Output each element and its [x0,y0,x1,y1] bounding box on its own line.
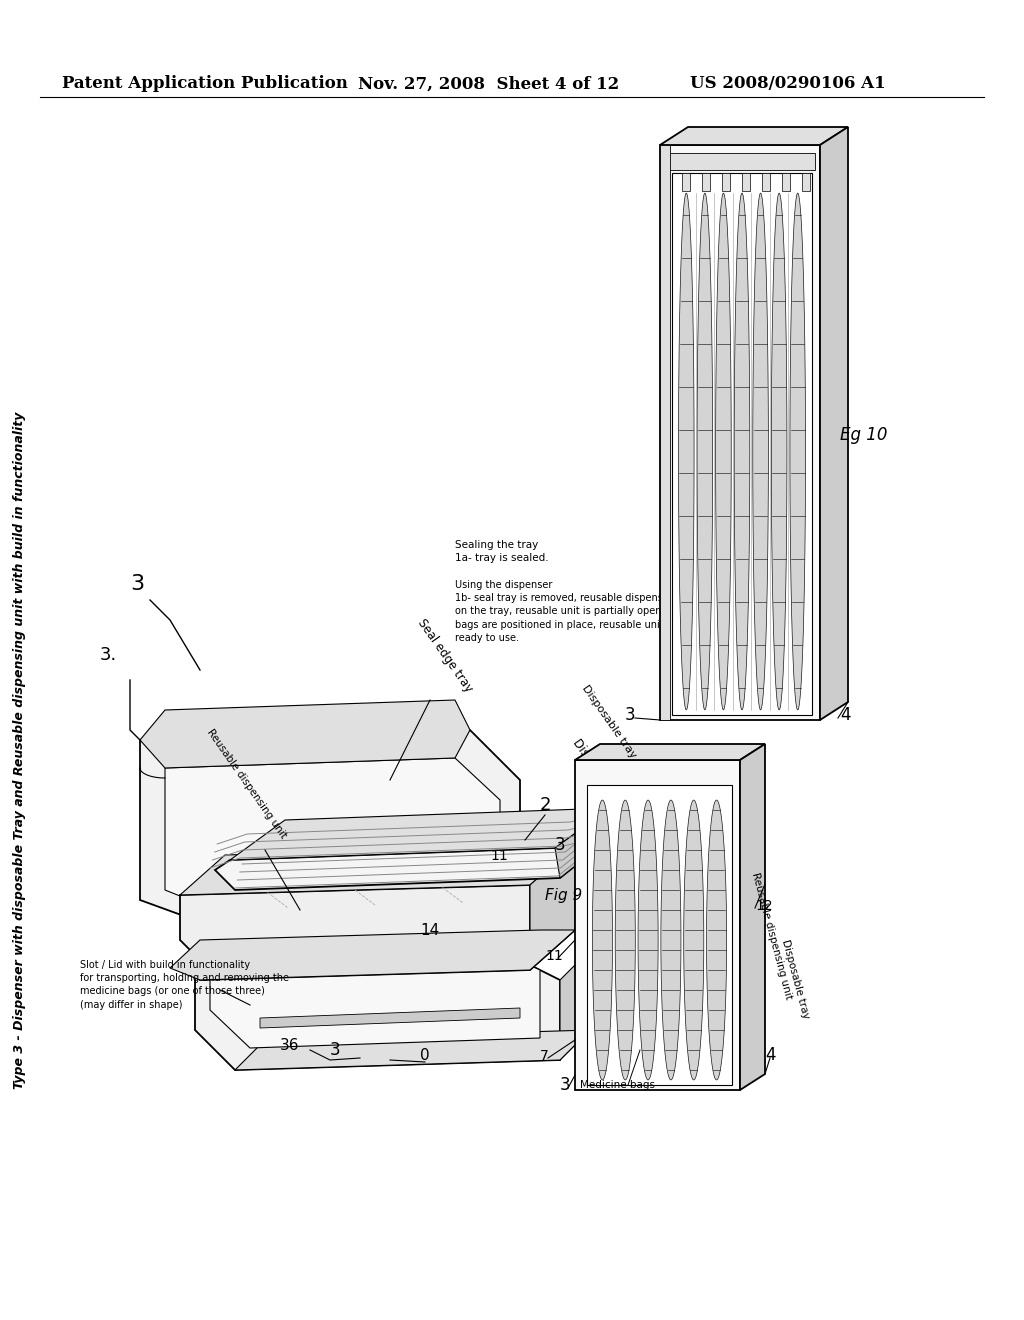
Text: US 2008/0290106 A1: US 2008/0290106 A1 [690,75,886,92]
Polygon shape [165,758,540,1048]
Text: Slot / Lid with build in functionality
for transporting, holding and removing th: Slot / Lid with build in functionality f… [80,960,289,1010]
Text: Sealing the tray
1a- tray is sealed.: Sealing the tray 1a- tray is sealed. [455,540,549,564]
Text: Type 3 - Dispenser with disposable Tray and Reusable dispensing unit with build : Type 3 - Dispenser with disposable Tray … [13,412,27,1089]
Polygon shape [234,1030,590,1071]
Polygon shape [140,730,560,1071]
Polygon shape [665,153,815,170]
Polygon shape [215,808,610,890]
Polygon shape [802,173,810,191]
Polygon shape [660,145,820,719]
Polygon shape [707,800,727,1080]
Polygon shape [820,127,848,719]
Text: Seal edge tray: Seal edge tray [415,616,475,696]
Text: 3: 3 [555,836,565,854]
Polygon shape [782,173,790,191]
Polygon shape [575,744,765,760]
Text: Disposable tray: Disposable tray [580,684,638,760]
Polygon shape [716,193,731,710]
Polygon shape [575,760,740,1090]
Polygon shape [140,700,470,768]
Text: Using the dispenser
1b- seal tray is removed, reusable dispensing unit is placed: Using the dispenser 1b- seal tray is rem… [455,579,746,643]
Text: 2: 2 [540,796,552,814]
Polygon shape [560,950,590,1060]
Text: 3.: 3. [100,645,118,664]
Polygon shape [742,173,750,191]
Text: Eg 10: Eg 10 [840,426,888,444]
Polygon shape [734,193,750,710]
Polygon shape [660,800,681,1080]
Text: Reusable dispensing unit: Reusable dispensing unit [205,727,289,840]
Polygon shape [697,193,713,710]
Text: 3: 3 [130,574,144,594]
Polygon shape [170,931,575,979]
Polygon shape [260,1008,520,1028]
Text: 12: 12 [755,899,773,913]
Polygon shape [684,800,703,1080]
Text: 4: 4 [765,1045,775,1064]
Polygon shape [702,173,710,191]
Polygon shape [530,845,575,970]
Text: 0: 0 [420,1048,430,1063]
Polygon shape [180,884,575,979]
Polygon shape [230,808,610,861]
Text: 11: 11 [490,849,508,863]
Polygon shape [771,193,786,710]
Text: 36: 36 [280,1038,299,1053]
Polygon shape [672,173,812,715]
Polygon shape [790,193,806,710]
Text: Reusable dispensing unit: Reusable dispensing unit [750,871,794,1001]
Polygon shape [660,127,848,145]
Text: 4: 4 [840,706,851,723]
Text: Disposable tray: Disposable tray [570,737,634,820]
Polygon shape [615,800,635,1080]
Text: 3: 3 [330,1041,341,1059]
Polygon shape [660,145,670,719]
Text: 11: 11 [545,949,563,964]
Polygon shape [722,173,730,191]
Text: Disposable tray: Disposable tray [780,939,811,1020]
Polygon shape [180,845,575,895]
Text: Medicine bags: Medicine bags [580,1080,655,1090]
Text: Patent Application Publication: Patent Application Publication [62,75,348,92]
Polygon shape [679,193,694,710]
Polygon shape [638,800,658,1080]
Polygon shape [740,744,765,1090]
Text: 3: 3 [625,706,636,723]
Polygon shape [753,193,768,710]
Text: Nov. 27, 2008  Sheet 4 of 12: Nov. 27, 2008 Sheet 4 of 12 [358,75,620,92]
Text: Fig 9: Fig 9 [545,888,583,903]
Polygon shape [587,785,732,1085]
Text: 14: 14 [420,923,439,939]
Polygon shape [682,173,690,191]
Polygon shape [762,173,770,191]
Text: 3: 3 [560,1076,570,1094]
Text: 7: 7 [540,1049,549,1063]
Polygon shape [555,808,610,878]
Polygon shape [592,800,612,1080]
